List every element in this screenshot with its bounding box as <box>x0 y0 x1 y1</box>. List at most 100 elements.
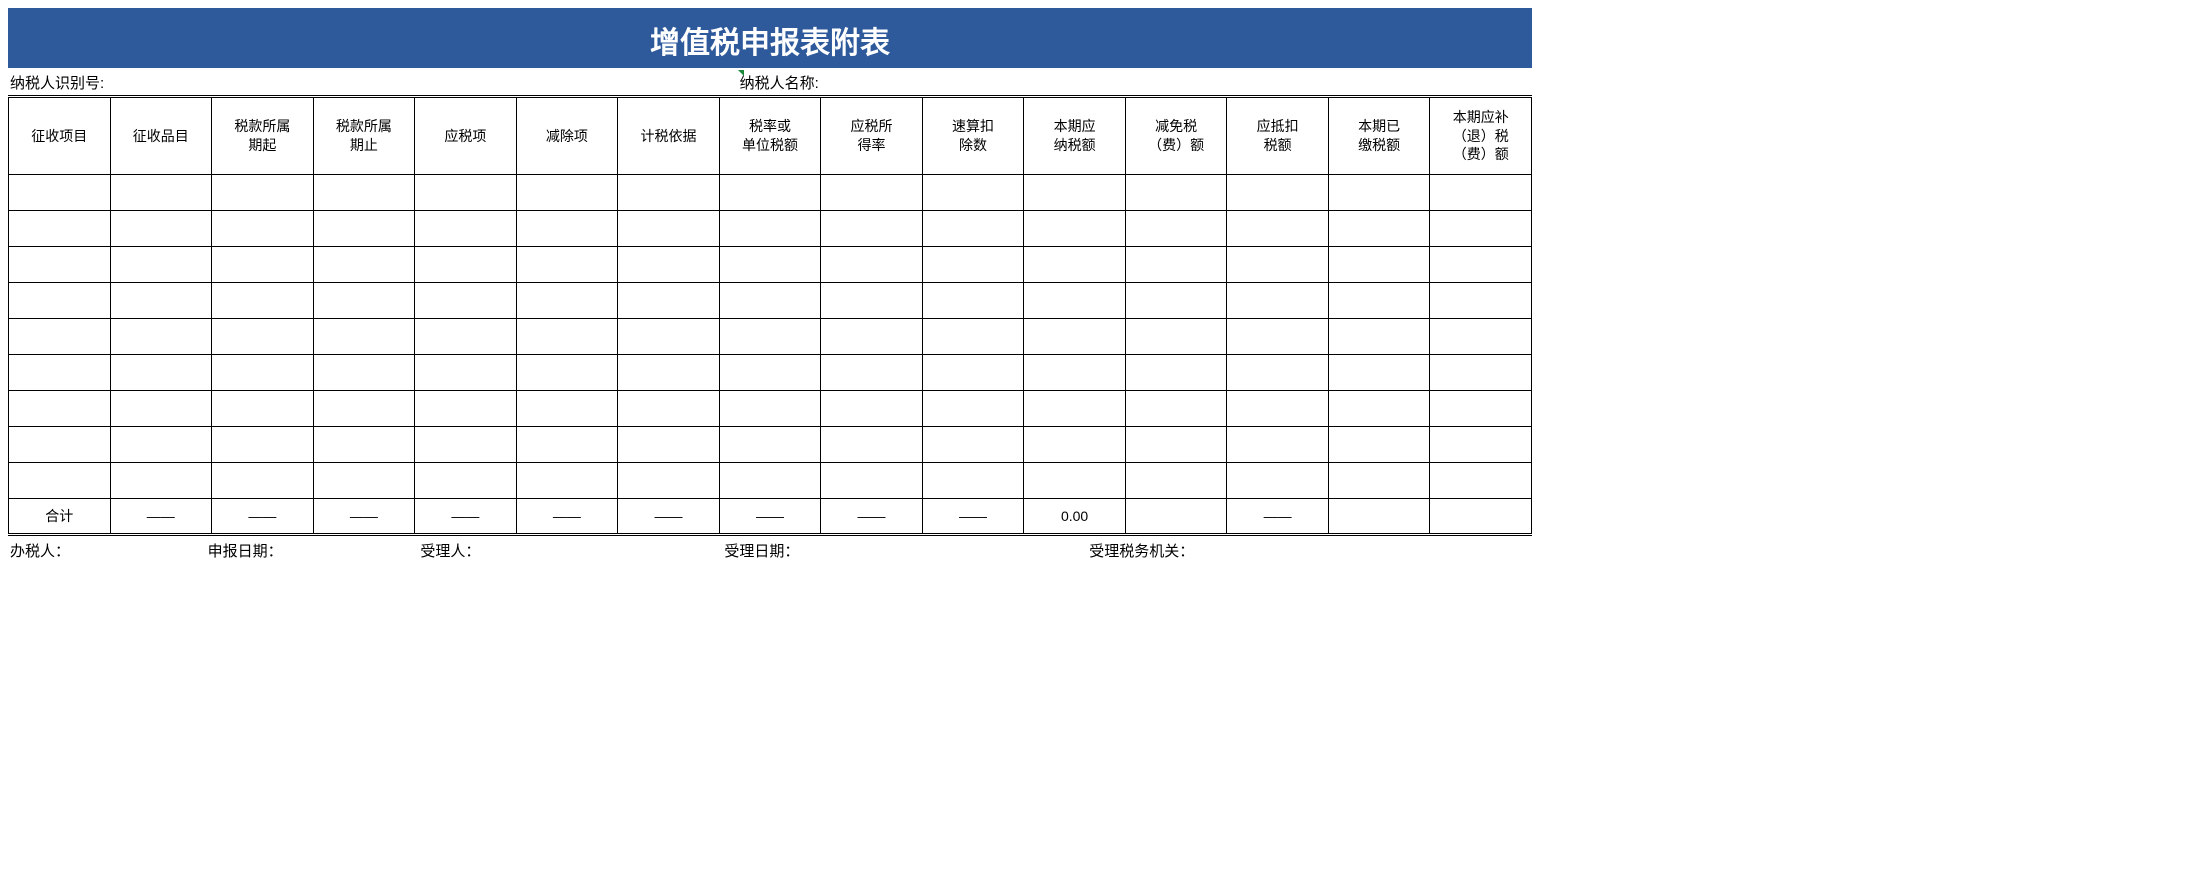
table-cell <box>1227 391 1329 427</box>
cell-comment-mark-icon <box>738 70 744 76</box>
column-header: 计税依据 <box>618 97 720 175</box>
table-cell <box>1227 247 1329 283</box>
table-cell <box>313 283 415 319</box>
column-header: 税率或单位税额 <box>719 97 821 175</box>
table-cell <box>922 463 1024 499</box>
table-cell <box>516 427 618 463</box>
table-cell <box>516 247 618 283</box>
table-cell <box>1328 175 1430 211</box>
table-cell <box>1024 355 1126 391</box>
column-header: 税款所属期止 <box>313 97 415 175</box>
table-cell <box>1227 319 1329 355</box>
column-header: 减免税（费）额 <box>1125 97 1227 175</box>
total-cell: —— <box>313 499 415 535</box>
table-row <box>9 175 1532 211</box>
table-cell <box>516 463 618 499</box>
total-cell: —— <box>719 499 821 535</box>
table-cell <box>415 175 517 211</box>
table-cell <box>9 355 111 391</box>
table-row <box>9 283 1532 319</box>
acceptor-label: 受理人： <box>420 540 724 561</box>
table-cell <box>415 463 517 499</box>
table-cell <box>212 463 314 499</box>
footer-row: 办税人： 申报日期： 受理人： 受理日期： 受理税务机关： <box>8 536 1532 561</box>
table-cell <box>212 355 314 391</box>
table-cell <box>1227 427 1329 463</box>
tax-office-label: 受理税务机关： <box>1089 540 1530 561</box>
taxpayer-id-label: 纳税人识别号: <box>10 72 740 93</box>
taxpayer-name-text: 纳税人名称: <box>740 75 819 92</box>
total-cell <box>1328 499 1430 535</box>
table-cell <box>1328 211 1430 247</box>
table-cell <box>1024 463 1126 499</box>
column-header: 应税项 <box>415 97 517 175</box>
column-header: 应税所得率 <box>821 97 923 175</box>
table-cell <box>212 247 314 283</box>
declaration-table: 征收项目征收品目税款所属期起税款所属期止应税项减除项计税依据税率或单位税额应税所… <box>8 95 1532 536</box>
column-header: 本期应纳税额 <box>1024 97 1126 175</box>
table-cell <box>110 283 212 319</box>
table-cell <box>1227 463 1329 499</box>
table-row <box>9 427 1532 463</box>
table-cell <box>922 427 1024 463</box>
table-cell <box>1024 175 1126 211</box>
table-cell <box>9 283 111 319</box>
column-header: 速算扣除数 <box>922 97 1024 175</box>
table-cell <box>1430 391 1532 427</box>
table-cell <box>1125 391 1227 427</box>
table-cell <box>618 211 720 247</box>
table-cell <box>415 427 517 463</box>
total-cell: —— <box>415 499 517 535</box>
table-cell <box>1430 283 1532 319</box>
table-cell <box>922 319 1024 355</box>
table-cell <box>821 355 923 391</box>
column-header: 应抵扣税额 <box>1227 97 1329 175</box>
table-cell <box>719 319 821 355</box>
table-cell <box>618 463 720 499</box>
table-total-row: 合计——————————————————0.00—— <box>9 499 1532 535</box>
column-header: 本期已缴税额 <box>1328 97 1430 175</box>
table-cell <box>110 391 212 427</box>
table-cell <box>1024 391 1126 427</box>
table-cell <box>618 175 720 211</box>
table-cell <box>9 427 111 463</box>
table-cell <box>1125 463 1227 499</box>
table-cell <box>922 211 1024 247</box>
total-cell: —— <box>821 499 923 535</box>
total-cell: —— <box>212 499 314 535</box>
total-cell: —— <box>618 499 720 535</box>
table-cell <box>1125 283 1227 319</box>
accept-date-label: 受理日期： <box>724 540 1089 561</box>
table-cell <box>212 427 314 463</box>
table-cell <box>922 355 1024 391</box>
table-cell <box>516 211 618 247</box>
table-row <box>9 391 1532 427</box>
table-cell <box>1125 319 1227 355</box>
table-cell <box>1125 247 1227 283</box>
table-cell <box>821 247 923 283</box>
table-row <box>9 463 1532 499</box>
table-cell <box>110 463 212 499</box>
table-cell <box>1430 427 1532 463</box>
table-cell <box>212 319 314 355</box>
column-header: 本期应补（退）税（费）额 <box>1430 97 1532 175</box>
table-cell <box>1024 283 1126 319</box>
total-cell: —— <box>110 499 212 535</box>
table-header-row: 征收项目征收品目税款所属期起税款所属期止应税项减除项计税依据税率或单位税额应税所… <box>9 97 1532 175</box>
table-cell <box>516 319 618 355</box>
table-cell <box>618 355 720 391</box>
table-cell <box>9 211 111 247</box>
declare-date-label: 申报日期： <box>208 540 421 561</box>
table-cell <box>313 355 415 391</box>
table-cell <box>9 247 111 283</box>
table-cell <box>516 391 618 427</box>
total-cell <box>1125 499 1227 535</box>
table-cell <box>821 319 923 355</box>
table-cell <box>1328 463 1430 499</box>
table-cell <box>415 319 517 355</box>
table-row <box>9 355 1532 391</box>
table-cell <box>821 211 923 247</box>
total-cell: —— <box>922 499 1024 535</box>
table-cell <box>821 283 923 319</box>
form-title: 增值税申报表附表 <box>8 8 1532 68</box>
